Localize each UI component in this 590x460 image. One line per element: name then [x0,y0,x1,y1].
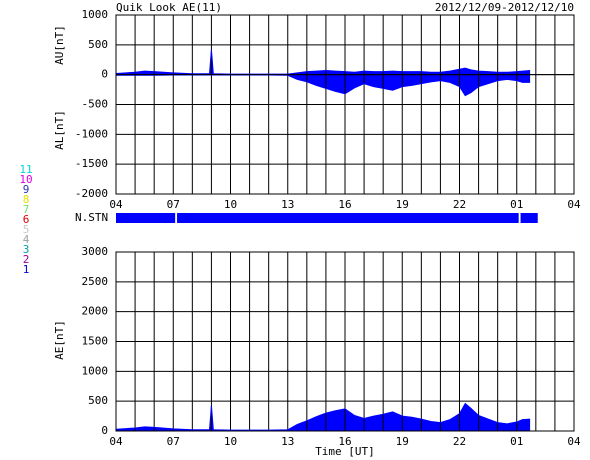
x-tick-label: 13 [281,435,294,448]
n-stn-label: N.STN [75,211,108,224]
x-tick-label: 04 [567,435,581,448]
y-tick-label: -1000 [75,127,108,140]
y-tick-label: -1500 [75,157,108,170]
y-tick-label: 0 [101,68,108,81]
y-tick-label: -2000 [75,187,108,200]
x-tick-label: 01 [510,435,523,448]
n-stn-segment [520,213,538,223]
y-tick-label: 3000 [82,245,109,258]
y-tick-label: 1500 [82,335,109,348]
station-legend-label: 9 [23,183,30,196]
series-line [115,402,531,431]
x-tick-label: 04 [567,198,581,211]
y-axis-label: AU[nT] [53,25,66,65]
x-tick-label: 22 [453,198,466,211]
x-tick-label: 22 [453,435,466,448]
plot-frame [115,14,575,195]
station-legend-label: 1 [23,263,30,276]
x-tick-label: 13 [281,198,294,211]
y-tick-label: 2500 [82,275,109,288]
x-tick-label: 01 [510,198,523,211]
x-tick-label: 07 [167,198,180,211]
area-fill [116,403,531,431]
x-tick-label: 16 [338,198,351,211]
station-legend-label: 4 [23,233,30,246]
station-legend-label: 8 [23,193,30,206]
station-legend-label: 6 [23,213,30,226]
station-legend-label: 11 [19,163,32,176]
y-axis-label: AE[nT] [53,320,66,360]
series-line [115,49,531,75]
area-fill [116,74,531,96]
x-tick-label: 10 [224,435,237,448]
y-tick-label: 2000 [82,305,109,318]
x-tick-label: 16 [338,435,351,448]
x-tick-label: 10 [224,198,237,211]
x-tick-label: 07 [167,435,180,448]
x-tick-label: 19 [396,198,409,211]
n-stn-segment [177,213,519,223]
x-tick-label: 04 [109,435,123,448]
x-tick-label: 19 [396,435,409,448]
plot-frame [115,251,575,432]
y-tick-label: 500 [88,394,108,407]
y-tick-label: 1000 [82,364,109,377]
station-legend-label: 7 [23,203,30,216]
y-tick-label: 1000 [82,8,109,21]
title: Quik Look AE(11) [116,1,222,14]
station-legend-label: 2 [23,253,30,266]
y-tick-label: 500 [88,38,108,51]
y-tick-label: -500 [82,98,109,111]
y-tick-label: 0 [101,424,108,437]
station-legend-label: 10 [19,173,32,186]
n-stn-segment [116,213,176,223]
x-axis-label: Time [UT] [315,445,375,458]
date-range: 2012/12/09-2012/12/10 [435,1,574,14]
y-axis-label: AL[nT] [53,110,66,150]
station-legend-label: 3 [23,243,30,256]
x-tick-label: 04 [109,198,123,211]
station-legend-label: 5 [23,223,30,236]
